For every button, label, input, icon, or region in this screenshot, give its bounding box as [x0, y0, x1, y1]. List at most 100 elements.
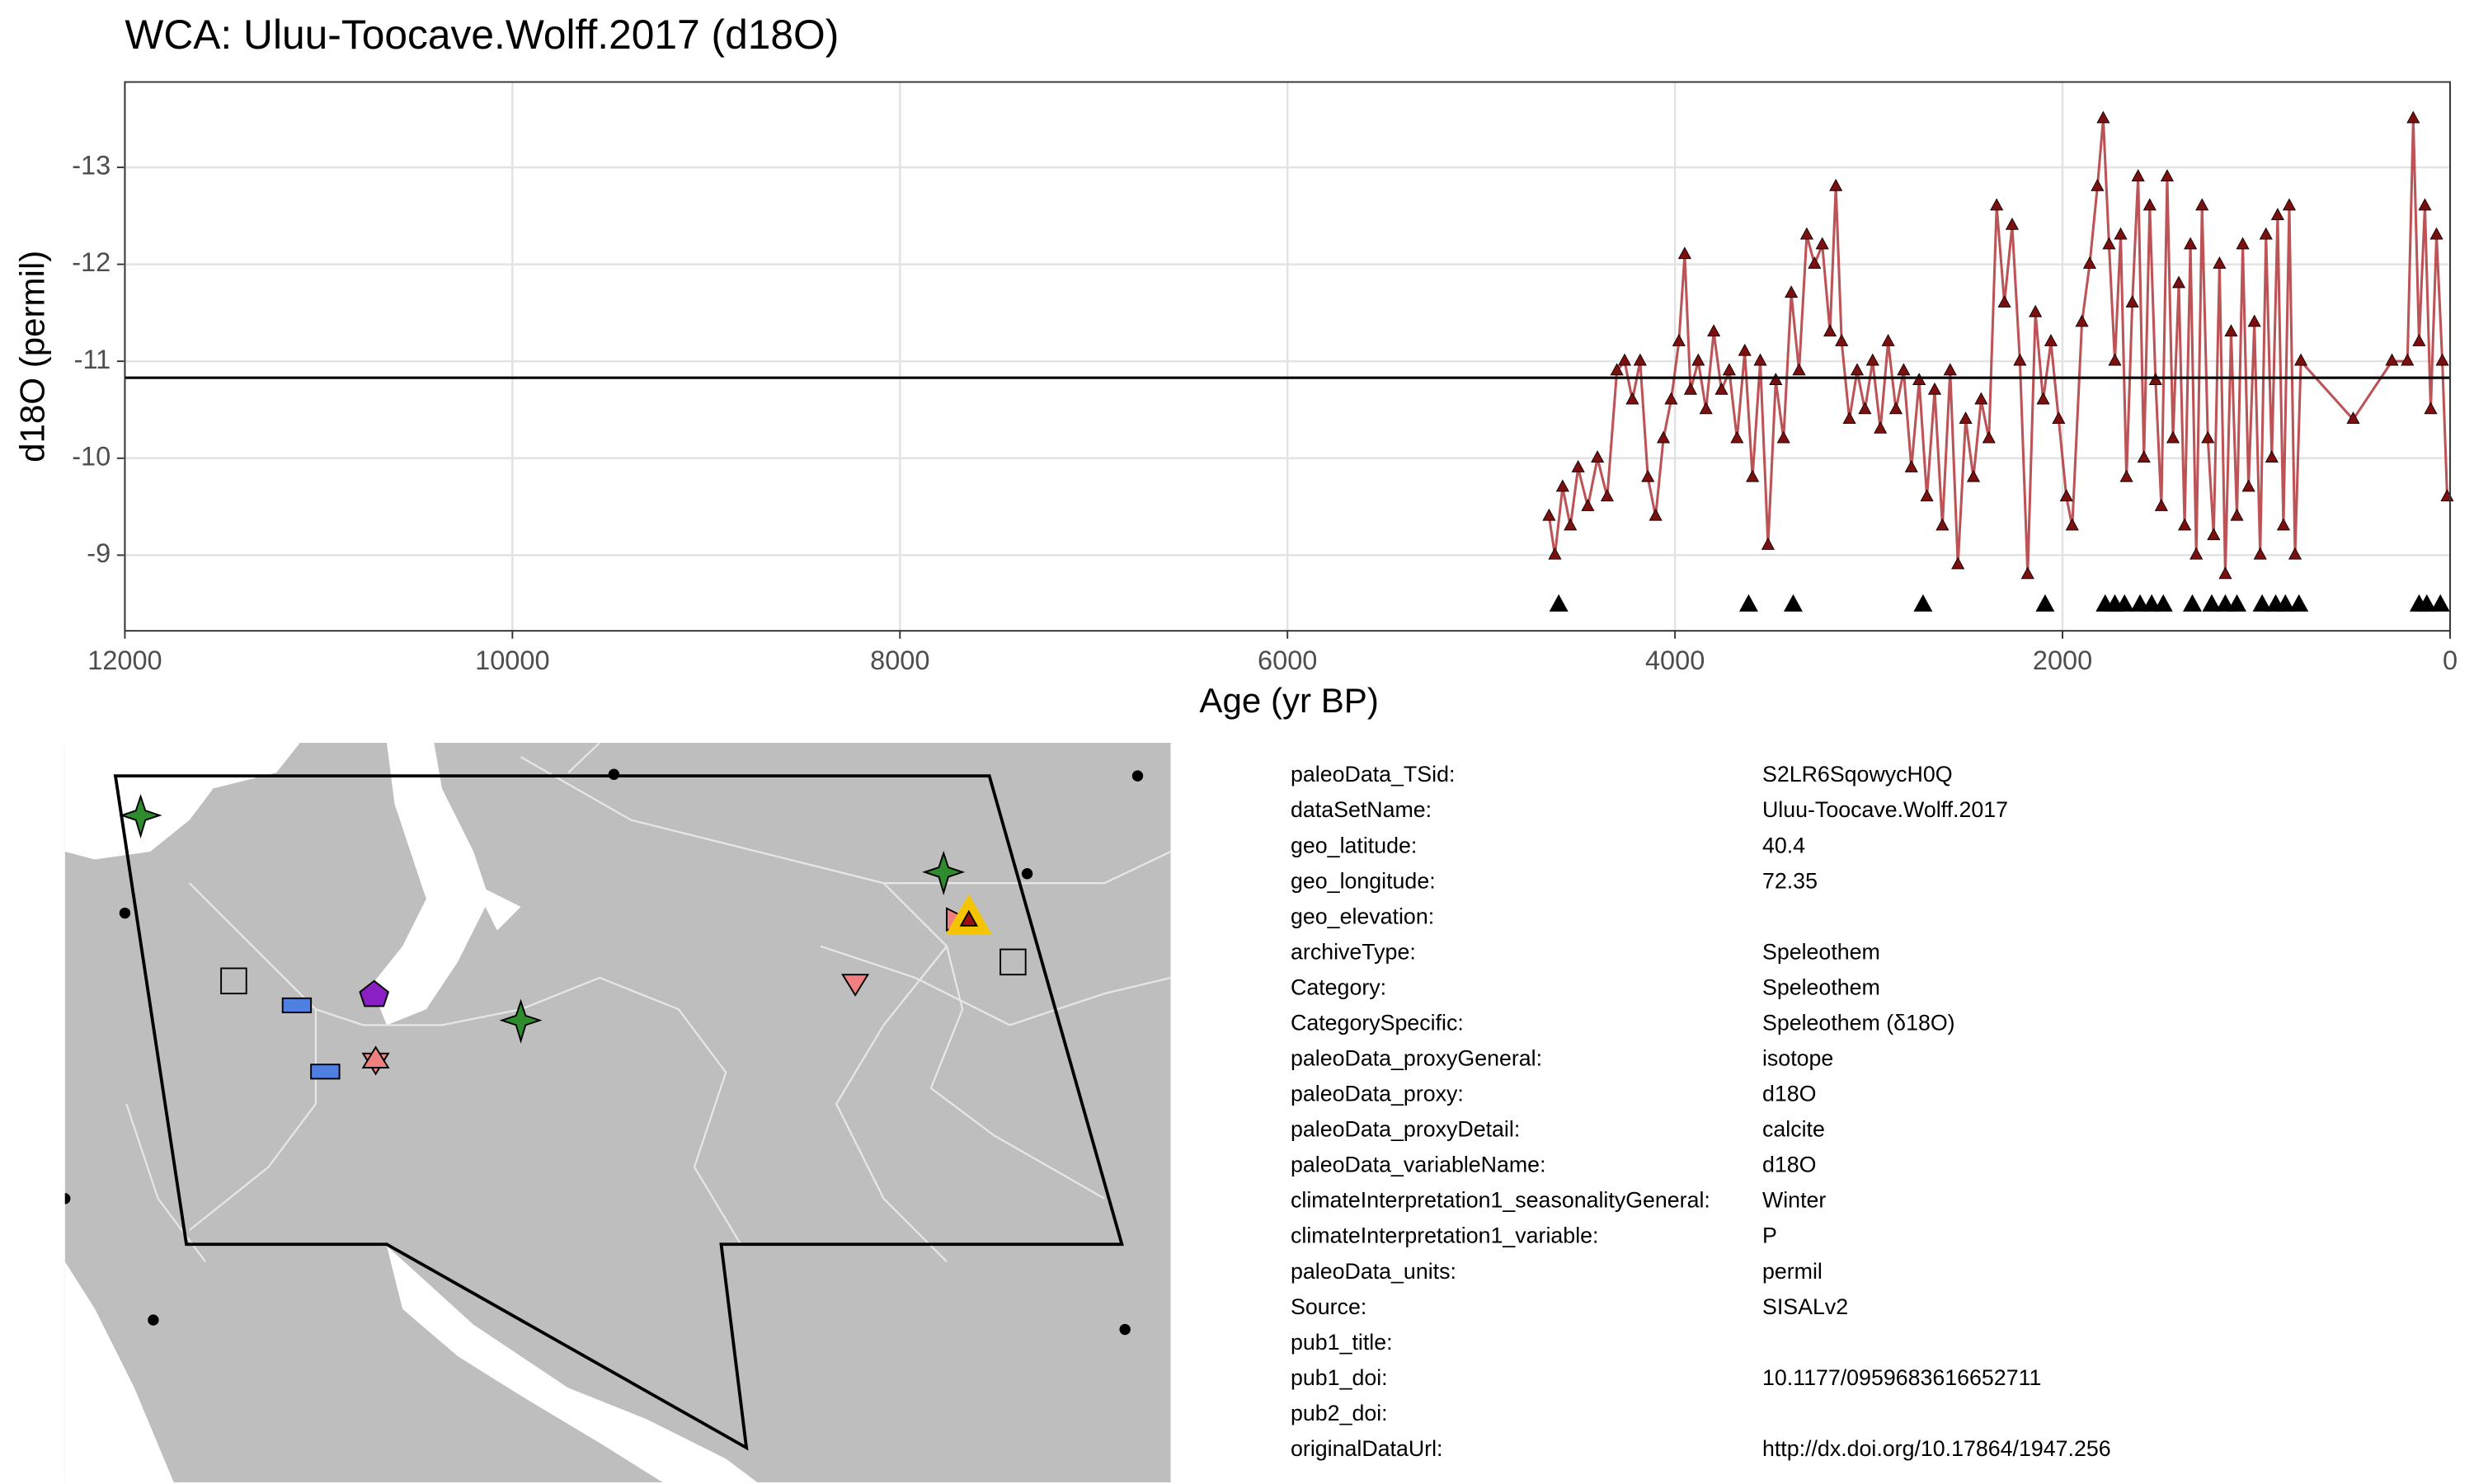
chron-marker	[2153, 594, 2173, 612]
meta-key: CategorySpecific:	[1291, 1010, 1464, 1035]
data-point	[1649, 508, 1663, 521]
data-point	[2236, 237, 2250, 250]
data-point	[1829, 178, 1843, 191]
red-sea	[64, 1261, 174, 1483]
data-point	[2082, 256, 2097, 269]
data-point	[2075, 314, 2089, 327]
data-point	[1707, 324, 1721, 337]
data-point	[1881, 334, 1895, 346]
data-point	[2406, 110, 2420, 124]
x-tick-label: 2000	[2033, 646, 2092, 675]
data-point	[1935, 518, 1950, 531]
data-point	[1785, 285, 1799, 298]
data-point	[1982, 430, 1996, 444]
data-point	[1664, 392, 1678, 405]
meta-key: paleoData_proxyGeneral:	[1291, 1046, 1542, 1071]
data-point	[2265, 450, 2279, 463]
data-point	[1714, 382, 1729, 395]
data-point	[2108, 353, 2122, 366]
data-point	[2154, 498, 2168, 511]
metadata-table: paleoData_TSid: S2LR6SqowycH0Q dataSetName…	[1291, 762, 2111, 1461]
chron-marker	[2430, 594, 2450, 612]
caspian-sea	[370, 742, 490, 1026]
meta-value: Winter	[1762, 1188, 1826, 1213]
meta-key: pub2_doi:	[1291, 1401, 1388, 1425]
meta-key: geo_elevation:	[1291, 904, 1434, 928]
data-point	[1842, 411, 1856, 425]
data-point	[1617, 353, 1632, 366]
data-point	[2142, 198, 2157, 211]
data-point	[1897, 363, 1911, 376]
data-point	[2091, 178, 2105, 191]
plot-border	[124, 81, 2451, 632]
data-point	[1997, 295, 2011, 308]
data-point	[2171, 275, 2186, 289]
data-point	[2137, 450, 2151, 463]
data-point	[2119, 469, 2133, 482]
meta-value: SISALv2	[1762, 1294, 1848, 1319]
data-point	[1904, 459, 1918, 472]
data-point	[2218, 566, 2232, 580]
data-point	[1761, 538, 1775, 550]
meta-value: permil	[1762, 1259, 1823, 1284]
data-point	[2401, 353, 2415, 366]
data-point	[1610, 363, 1624, 376]
chron-marker	[1738, 594, 1758, 612]
data-point	[2102, 237, 2116, 250]
y-tick-label: -10	[72, 441, 111, 471]
meta-key: Category:	[1291, 974, 1386, 999]
chron-marker	[2289, 594, 2309, 612]
x-tick-label: 10000	[475, 646, 549, 675]
data-point	[1874, 420, 1888, 434]
data-point	[2052, 411, 2066, 425]
data-point	[2213, 256, 2227, 269]
data-point	[2201, 430, 2215, 444]
meta-value: P	[1762, 1223, 1777, 1248]
data-point	[2412, 334, 2426, 346]
meta-value: S2LR6SqowycH0Q	[1762, 762, 1953, 787]
data-point	[2241, 479, 2255, 492]
data-point	[2418, 198, 2432, 211]
data-point	[2346, 411, 2360, 425]
data-point	[2224, 324, 2238, 337]
chron-marker	[2417, 594, 2437, 612]
data-point	[2247, 314, 2261, 327]
meta-key: geo_latitude:	[1291, 833, 1417, 857]
chron-marker	[2183, 594, 2202, 612]
data-point	[1974, 392, 1988, 405]
meta-value: http://dx.doi.org/10.17864/1947.256	[1762, 1436, 2111, 1461]
map	[64, 742, 1171, 1483]
x-tick-label: 6000	[1258, 646, 1317, 675]
data-point	[2065, 518, 2079, 531]
land	[64, 742, 1171, 1483]
data-point	[1865, 353, 1879, 366]
chron-marker	[2252, 594, 2272, 612]
chron-marker	[2035, 594, 2055, 612]
data-point	[1699, 402, 1713, 415]
data-point	[1951, 556, 1965, 570]
meta-key: originalDataUrl:	[1291, 1436, 1442, 1461]
data-point	[1722, 363, 1736, 376]
data-point	[2429, 227, 2443, 240]
data-point	[2166, 430, 2180, 444]
chron-marker	[2227, 594, 2247, 612]
data-point	[2125, 295, 2139, 308]
data-point	[1677, 247, 1691, 260]
data-point	[2160, 169, 2175, 181]
data-point	[2288, 547, 2302, 560]
chron-marker	[2114, 594, 2134, 612]
data-point	[1799, 227, 1813, 240]
meta-key: geo_longitude:	[1291, 868, 1436, 893]
data-point	[2148, 373, 2162, 385]
chron-marker	[1913, 594, 1933, 612]
data-point	[1815, 237, 1829, 250]
data-point	[2435, 353, 2449, 366]
data-point	[2029, 304, 2043, 317]
data-point	[2044, 334, 2058, 346]
data-point	[1738, 343, 1752, 356]
data-point	[2189, 547, 2204, 560]
data-point	[2293, 353, 2308, 366]
data-point	[1888, 402, 1903, 415]
data-point	[1990, 198, 2004, 211]
data-point	[2013, 353, 2027, 366]
